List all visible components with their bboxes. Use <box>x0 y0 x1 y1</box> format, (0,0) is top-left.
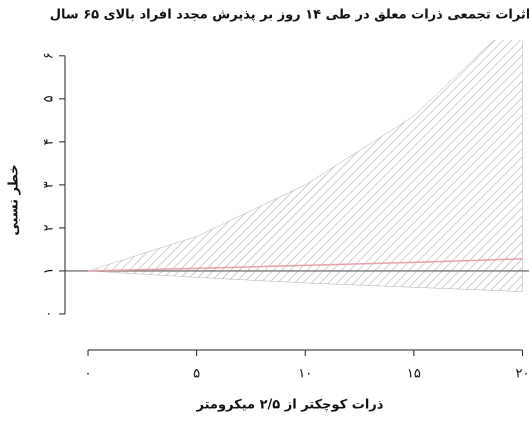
x-tick-label: ۰ <box>85 367 92 382</box>
y-tick-label: ۵ <box>42 95 57 102</box>
y-tick-label: ۰ <box>42 310 57 317</box>
x-tick-label: ۱۵ <box>407 367 421 382</box>
y-tick-label: ۳ <box>42 181 57 188</box>
y-axis-label: خطر نسبی <box>7 164 22 235</box>
y-tick-label: ۱ <box>42 267 57 274</box>
confidence-band <box>87 40 523 292</box>
x-tick-label: ۵ <box>193 367 200 382</box>
y-tick-label: ۲ <box>42 224 57 231</box>
x-tick-label: ۲۰ <box>515 367 529 382</box>
y-tick-label: ۴ <box>42 138 57 145</box>
plot-area <box>65 40 529 292</box>
chart-title: اثرات تجمعی ذرات معلق در طی ۱۴ روز بر پذ… <box>50 8 529 23</box>
line <box>88 258 523 272</box>
x-tick-label: ۱۰ <box>298 367 312 382</box>
y-tick-label: ۶ <box>42 52 57 59</box>
x-axis-label: ذرات کوچکتر از ۲/۵ میکرومتر <box>196 398 384 413</box>
